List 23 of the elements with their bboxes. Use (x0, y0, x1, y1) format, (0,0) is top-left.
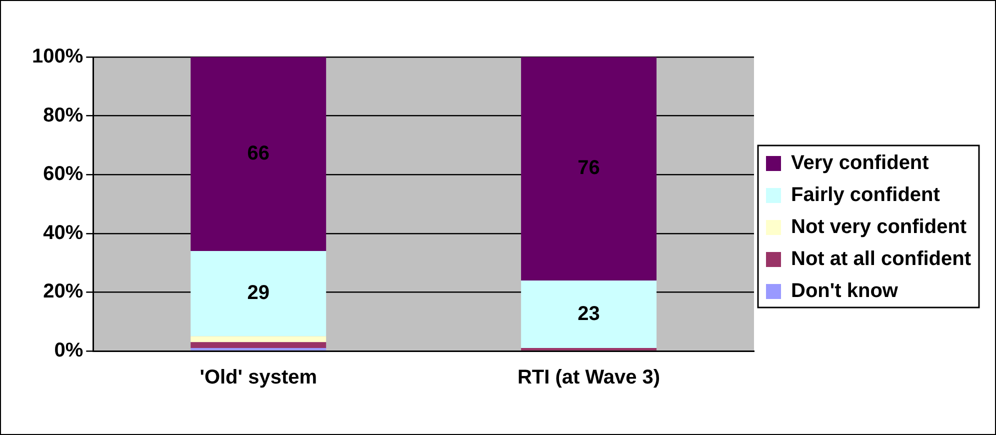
data-label: 23 (578, 302, 600, 325)
bar (190, 336, 326, 342)
data-label: 76 (578, 157, 600, 180)
y-tick-label: 20% (43, 280, 84, 303)
legend-label: Very confident (791, 152, 930, 174)
legend-label: Don't know (791, 280, 898, 302)
data-label: 29 (247, 282, 270, 304)
legend-label: Not at all confident (791, 248, 972, 270)
y-tick-label: 60% (43, 163, 84, 186)
y-tick-label: 40% (43, 222, 84, 244)
y-tick-label: 80% (43, 104, 84, 126)
bar (521, 57, 657, 280)
legend-label: Fairly confident (791, 184, 940, 206)
bar (190, 342, 326, 348)
bar (190, 251, 326, 336)
bar (521, 280, 657, 348)
y-tick-label: 100% (32, 46, 84, 68)
legend-label: Not very confident (791, 216, 967, 238)
data-label: 66 (247, 142, 270, 165)
bar (190, 57, 326, 252)
x-tick-label: RTI (at Wave 3) (517, 366, 660, 389)
x-tick-label: 'Old' system (200, 366, 318, 389)
y-tick-label: 0% (54, 340, 84, 362)
